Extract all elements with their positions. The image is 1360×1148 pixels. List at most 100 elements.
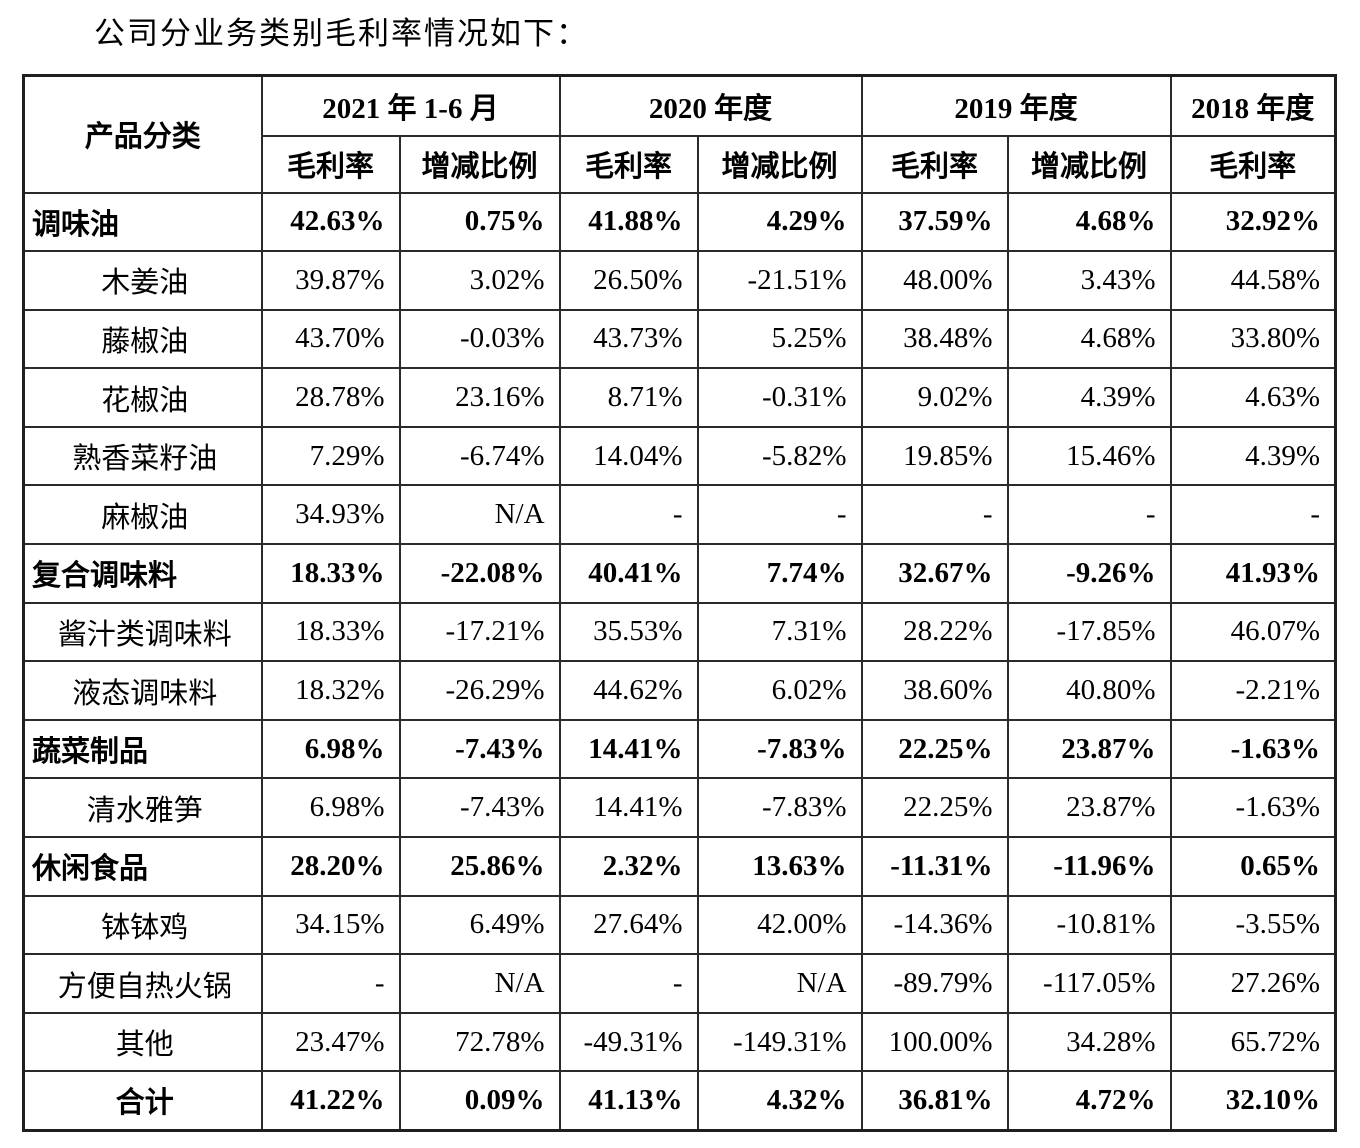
period-group-2019: 2019 年度 xyxy=(860,74,1172,137)
value-cell: 4.63% xyxy=(1169,367,1337,428)
value-cell: 19.85% xyxy=(860,425,1009,487)
table-row: 麻椒油 34.93% N/A - - - - - xyxy=(22,484,1337,546)
value-cell: 42.63% xyxy=(260,191,401,253)
value-cell: -0.31% xyxy=(696,367,863,428)
product-category-cell: 花椒油 xyxy=(22,367,263,428)
value-cell: 43.70% xyxy=(260,308,401,370)
value-cell: 22.25% xyxy=(860,777,1009,839)
value-cell: -21.51% xyxy=(696,250,863,311)
value-cell: 2.32% xyxy=(558,836,699,897)
value-cell: -3.55% xyxy=(1169,894,1337,956)
value-cell: - xyxy=(558,484,699,546)
value-cell: -9.26% xyxy=(1006,543,1172,604)
product-category-cell: 木姜油 xyxy=(22,250,263,311)
value-cell: 35.53% xyxy=(558,601,699,663)
product-category-cell: 复合调味料 xyxy=(22,543,263,604)
value-cell: 18.32% xyxy=(260,660,401,721)
value-cell: 4.39% xyxy=(1006,367,1172,428)
value-cell: 7.31% xyxy=(696,601,863,663)
value-cell: 41.88% xyxy=(558,191,699,253)
table-row: 方便自热火锅 - N/A - N/A -89.79% -117.05% 27.2… xyxy=(22,953,1337,1014)
value-cell: -7.83% xyxy=(696,777,863,839)
value-cell: -7.43% xyxy=(398,777,561,839)
value-cell: 72.78% xyxy=(398,1011,561,1073)
value-cell: 41.13% xyxy=(558,1070,699,1131)
value-cell: - xyxy=(260,953,401,1014)
value-cell: -10.81% xyxy=(1006,894,1172,956)
value-cell: 100.00% xyxy=(860,1011,1009,1073)
table-row: 木姜油 39.87% 3.02% 26.50% -21.51% 48.00% 3… xyxy=(22,250,1337,311)
value-cell: -117.05% xyxy=(1006,953,1172,1014)
value-cell: 42.00% xyxy=(696,894,863,956)
value-cell: 4.39% xyxy=(1169,425,1337,487)
value-cell: 44.62% xyxy=(558,660,699,721)
value-cell: -7.43% xyxy=(398,718,561,780)
value-cell: 23.87% xyxy=(1006,718,1172,780)
value-cell: -2.21% xyxy=(1169,660,1337,721)
value-cell: N/A xyxy=(398,953,561,1014)
value-cell: 4.68% xyxy=(1006,308,1172,370)
value-cell: 34.15% xyxy=(260,894,401,956)
value-cell: 37.59% xyxy=(860,191,1009,253)
value-cell: 33.80% xyxy=(1169,308,1337,370)
period-group-2020: 2020 年度 xyxy=(558,74,863,137)
value-cell: 7.74% xyxy=(696,543,863,604)
value-cell: 32.10% xyxy=(1169,1070,1337,1131)
value-cell: -11.96% xyxy=(1006,836,1172,897)
value-cell: 14.41% xyxy=(558,718,699,780)
value-cell: 27.64% xyxy=(558,894,699,956)
table-row: 酱汁类调味料 18.33% -17.21% 35.53% 7.31% 28.22… xyxy=(22,601,1337,663)
table-row: 藤椒油 43.70% -0.03% 43.73% 5.25% 38.48% 4.… xyxy=(22,308,1337,370)
product-category-cell: 酱汁类调味料 xyxy=(22,601,263,663)
period-header-row: 产品分类 2021 年 1-6 月 2020 年度 2019 年度 2018 年… xyxy=(22,74,1337,194)
table-row: 其他 23.47% 72.78% -49.31% -149.31% 100.00… xyxy=(22,1011,1337,1073)
value-cell: 18.33% xyxy=(260,543,401,604)
value-cell: 18.33% xyxy=(260,601,401,663)
value-cell: 38.48% xyxy=(860,308,1009,370)
page-title: 公司分业务类别毛利率情况如下： xyxy=(94,16,589,51)
value-cell: 43.73% xyxy=(558,308,699,370)
value-cell: -6.74% xyxy=(398,425,561,487)
value-cell: -17.85% xyxy=(1006,601,1172,663)
value-cell: 13.63% xyxy=(696,836,863,897)
metric-header: 毛利率 xyxy=(260,134,401,194)
product-category-cell: 合计 xyxy=(22,1070,263,1131)
value-cell: 6.02% xyxy=(696,660,863,721)
value-cell: - xyxy=(558,953,699,1014)
value-cell: -1.63% xyxy=(1169,777,1337,839)
value-cell: - xyxy=(696,484,863,546)
table-row: 钵钵鸡 34.15% 6.49% 27.64% 42.00% -14.36% -… xyxy=(22,894,1337,956)
value-cell: 25.86% xyxy=(398,836,561,897)
product-category-cell: 麻椒油 xyxy=(22,484,263,546)
value-cell: -0.03% xyxy=(398,308,561,370)
table-row: 花椒油 28.78% 23.16% 8.71% -0.31% 9.02% 4.3… xyxy=(22,367,1337,428)
value-cell: 28.20% xyxy=(260,836,401,897)
value-cell: 15.46% xyxy=(1006,425,1172,487)
value-cell: 0.65% xyxy=(1169,836,1337,897)
value-cell: - xyxy=(860,484,1009,546)
period-group-2018: 2018 年度 xyxy=(1169,74,1337,137)
value-cell: 28.78% xyxy=(260,367,401,428)
product-category-cell: 休闲食品 xyxy=(22,836,263,897)
value-cell: - xyxy=(1169,484,1337,546)
value-cell: 7.29% xyxy=(260,425,401,487)
value-cell: -14.36% xyxy=(860,894,1009,956)
product-category-cell: 钵钵鸡 xyxy=(22,894,263,956)
value-cell: 23.87% xyxy=(1006,777,1172,839)
table-row: 休闲食品 28.20% 25.86% 2.32% 13.63% -11.31% … xyxy=(22,836,1337,897)
value-cell: -17.21% xyxy=(398,601,561,663)
value-cell: 28.22% xyxy=(860,601,1009,663)
value-cell: 40.80% xyxy=(1006,660,1172,721)
table-body: 调味油 42.63% 0.75% 41.88% 4.29% 37.59% 4.6… xyxy=(22,191,1337,1131)
value-cell: 6.98% xyxy=(260,718,401,780)
value-cell: 9.02% xyxy=(860,367,1009,428)
value-cell: 14.04% xyxy=(558,425,699,487)
gross-margin-table: 产品分类 2021 年 1-6 月 2020 年度 2019 年度 2018 年… xyxy=(22,74,1338,1132)
value-cell: 3.43% xyxy=(1006,250,1172,311)
value-cell: 6.98% xyxy=(260,777,401,839)
value-cell: 5.25% xyxy=(696,308,863,370)
period-group-2021: 2021 年 1-6 月 xyxy=(260,74,561,137)
value-cell: 23.47% xyxy=(260,1011,401,1073)
value-cell: 41.93% xyxy=(1169,543,1337,604)
table-row: 熟香菜籽油 7.29% -6.74% 14.04% -5.82% 19.85% … xyxy=(22,425,1337,487)
